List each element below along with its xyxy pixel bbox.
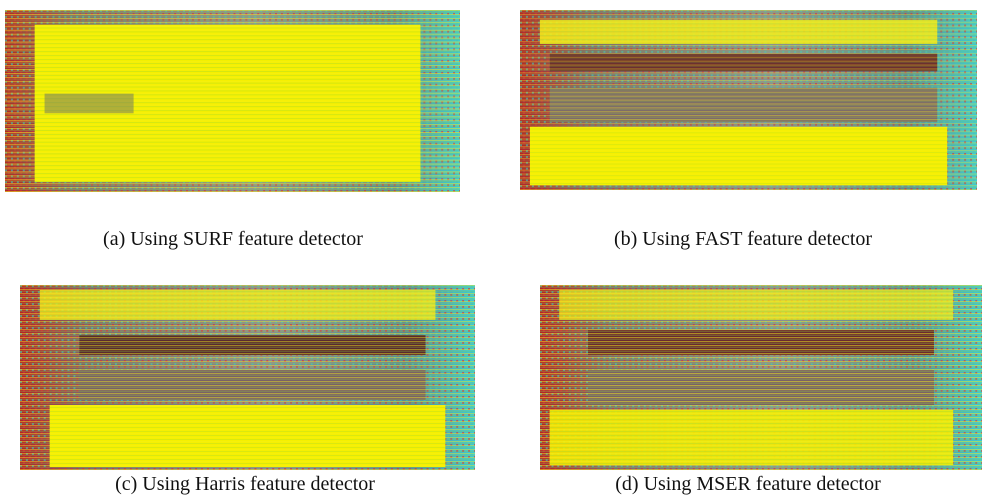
image-d — [540, 285, 982, 470]
caption: (a) Using SURF feature detector — [103, 228, 363, 251]
caption: (c) Using Harris feature detector — [115, 473, 375, 496]
caption: (b) Using FAST feature detector — [614, 228, 872, 251]
image-a — [5, 10, 460, 192]
image-c — [20, 285, 475, 470]
image-b — [520, 10, 977, 190]
caption: (d) Using MSER feature detector — [615, 473, 880, 496]
figure-page: (a) Using SURF feature detector (b) Usin… — [0, 0, 982, 498]
